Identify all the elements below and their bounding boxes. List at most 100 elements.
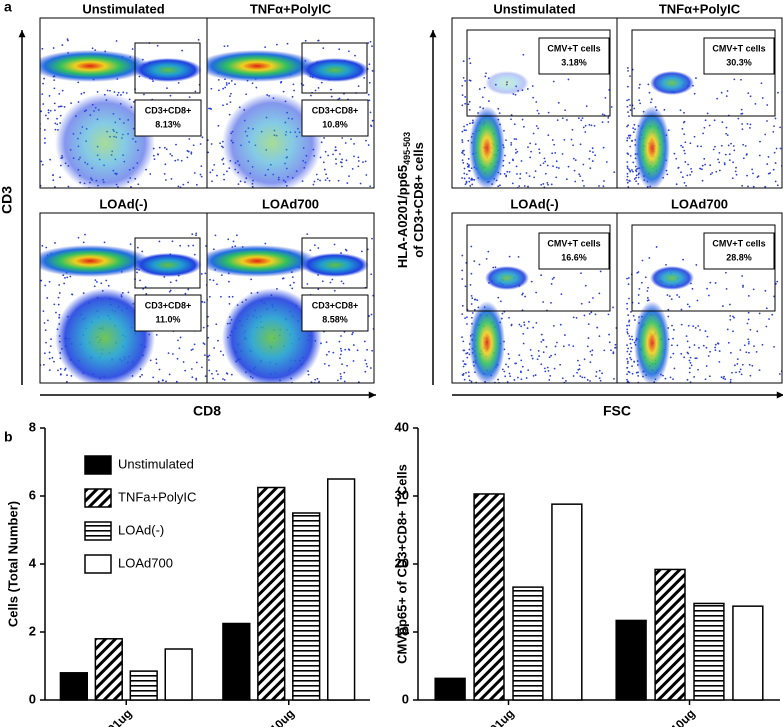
- event-dot: [214, 234, 217, 237]
- event-dot: [534, 170, 537, 173]
- event-dot: [704, 163, 707, 166]
- event-dot: [532, 96, 535, 99]
- event-dot: [177, 339, 179, 342]
- event-dot: [40, 279, 43, 282]
- event-dot: [626, 357, 629, 360]
- event-dot: [213, 248, 215, 251]
- event-dot: [368, 315, 370, 317]
- event-dot: [318, 380, 320, 383]
- event-dot: [209, 278, 211, 281]
- event-dot: [752, 185, 755, 188]
- event-dot: [365, 139, 367, 142]
- event-dot: [215, 370, 218, 372]
- event-dot: [635, 174, 638, 177]
- event-dot: [508, 255, 511, 258]
- event-dot: [732, 145, 735, 147]
- event-dot: [720, 376, 723, 379]
- event-dot: [195, 378, 198, 381]
- event-dot: [589, 380, 591, 382]
- event-dot: [626, 179, 628, 181]
- event-dot: [591, 147, 594, 150]
- event-dot: [156, 153, 159, 155]
- gate-label-box: [703, 37, 775, 75]
- event-dot: [201, 300, 204, 303]
- event-dot: [340, 161, 343, 164]
- event-dot: [367, 93, 370, 96]
- event-dot: [571, 128, 574, 131]
- event-dot: [599, 379, 602, 382]
- event-dot: [464, 183, 467, 186]
- event-dot: [195, 234, 197, 237]
- event-dot: [689, 173, 692, 176]
- density-cloud: [461, 53, 616, 188]
- event-dot: [463, 172, 466, 175]
- event-dot: [53, 360, 55, 363]
- event-dot: [281, 277, 284, 280]
- event-dot: [626, 324, 628, 327]
- event-dot: [733, 149, 736, 152]
- event-dot: [706, 112, 709, 115]
- event-dot: [769, 172, 772, 174]
- event-dot: [767, 172, 770, 175]
- event-dot: [343, 371, 346, 374]
- event-dot: [730, 142, 732, 145]
- event-dot: [164, 163, 167, 166]
- event-dot: [646, 290, 649, 292]
- event-dot: [684, 161, 687, 163]
- event-dot: [191, 376, 194, 379]
- event-dot: [70, 102, 73, 105]
- event-dot: [764, 185, 767, 188]
- event-dot: [580, 272, 582, 275]
- event-dot: [228, 295, 231, 298]
- event-dot: [155, 333, 158, 336]
- event-dot: [468, 169, 471, 172]
- event-dot: [538, 152, 541, 154]
- event-dot: [681, 127, 684, 130]
- event-dot: [469, 185, 472, 187]
- event-dot: [282, 90, 285, 93]
- event-dot: [561, 117, 564, 120]
- event-dot: [527, 320, 530, 323]
- event-dot: [84, 233, 86, 236]
- event-dot: [514, 362, 517, 365]
- event-dot: [530, 354, 533, 357]
- event-dot: [302, 84, 305, 87]
- event-dot: [540, 333, 543, 336]
- event-dot: [63, 369, 66, 371]
- event-dot: [589, 350, 592, 353]
- event-dot: [607, 116, 610, 119]
- event-dot: [164, 179, 167, 181]
- event-dot: [742, 157, 745, 160]
- event-dot: [748, 351, 750, 354]
- event-dot: [470, 294, 473, 297]
- event-dot: [485, 258, 488, 260]
- y-tick-label: 8: [29, 419, 36, 434]
- event-dot: [55, 311, 57, 314]
- event-dot: [516, 173, 518, 175]
- event-dot: [548, 356, 551, 359]
- event-dot: [601, 372, 603, 375]
- event-dot: [341, 165, 343, 168]
- event-dot: [225, 82, 228, 84]
- event-dot: [352, 344, 355, 346]
- event-dot: [350, 138, 352, 141]
- event-dot: [141, 373, 143, 376]
- density-blob: [222, 288, 322, 383]
- event-dot: [742, 284, 744, 287]
- event-dot: [522, 342, 525, 345]
- density-blob: [485, 71, 529, 95]
- event-dot: [713, 119, 716, 122]
- event-dot: [131, 48, 134, 50]
- event-dot: [333, 289, 336, 292]
- y-label-part: of CD3+CD8+ cells: [411, 142, 426, 258]
- event-dot: [100, 282, 103, 285]
- event-dot: [551, 139, 554, 141]
- event-dot: [503, 172, 506, 175]
- event-dot: [711, 171, 714, 174]
- event-dot: [498, 112, 501, 115]
- event-dot: [466, 356, 469, 359]
- gate-name: CMV+T cells: [712, 43, 765, 53]
- event-dot: [627, 360, 629, 363]
- density-blob: [55, 93, 155, 188]
- y-axis-label: CMVpp65+ of CD3+CD8+ T Cells: [394, 464, 409, 664]
